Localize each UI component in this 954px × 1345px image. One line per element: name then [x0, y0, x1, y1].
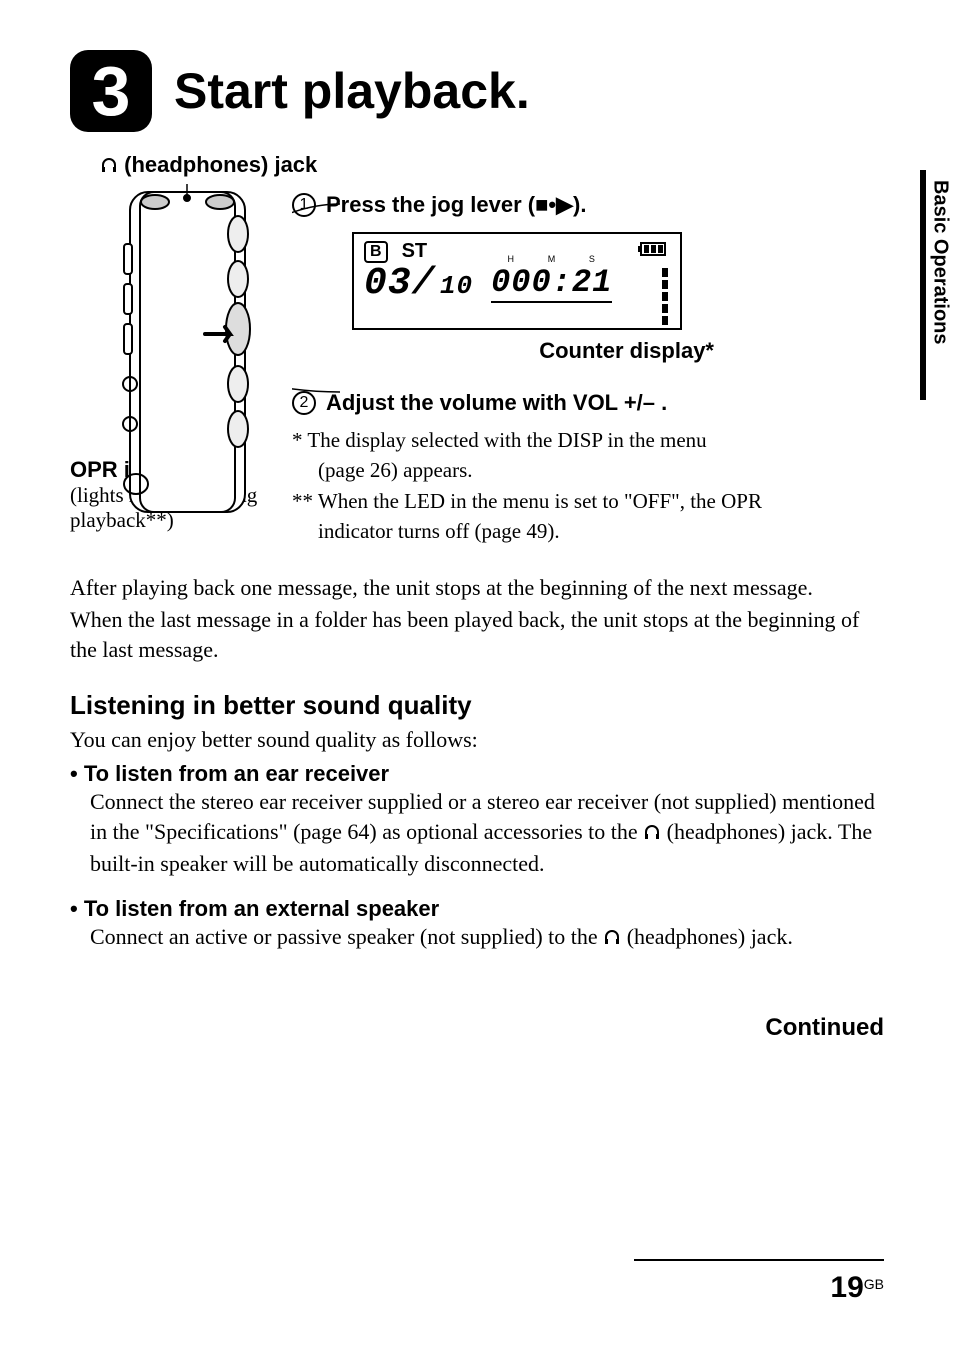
bullet-2-body: Connect an active or passive speaker (no… [90, 922, 884, 954]
body-p2: When the last message in a folder has be… [70, 605, 884, 664]
step-header: 3 Start playback. [70, 50, 884, 132]
step-number: 3 [92, 56, 131, 126]
headphones-icon [603, 924, 621, 954]
instruction-1: 1 Press the jog lever (■•▶). [292, 192, 884, 218]
lcd-time: 000:21 [491, 264, 612, 301]
lcd-msg-num: 03 [364, 262, 412, 305]
counter-display-label: Counter display* [292, 338, 714, 364]
side-tab: Basic Operations [920, 170, 954, 400]
headphones-jack-label: (headphones) jack [100, 152, 884, 180]
section-heading: Listening in better sound quality [70, 690, 884, 721]
body-text: After playing back one message, the unit… [70, 573, 884, 664]
continued-label: Continued [70, 1014, 884, 1042]
page-number: 19 [830, 1271, 863, 1304]
instruction-2: 2 Adjust the volume with VOL +/– . [292, 390, 884, 416]
step-number-badge: 3 [70, 50, 152, 132]
headphones-icon [643, 819, 661, 849]
lcd-h-label: H [507, 255, 515, 264]
lcd-mode: ST [402, 240, 428, 263]
page-footer: 19GB [634, 1259, 884, 1305]
body-p1: After playing back one message, the unit… [70, 573, 884, 603]
info-column: 1 Press the jog lever (■•▶). B ST 03/ 10… [292, 184, 884, 547]
instruction-2-text: Adjust the volume with VOL +/– . [326, 390, 667, 416]
lcd-display: B ST 03/ 10 H M S 000:21 [352, 232, 682, 330]
page-region: GB [864, 1276, 884, 1292]
footnote-1b: (page 26) appears. [292, 456, 884, 484]
lcd-time-box: H M S 000:21 [491, 267, 612, 303]
bullet-1-body: Connect the stereo ear receiver supplied… [90, 787, 884, 878]
lcd-folder: B [364, 241, 388, 263]
circled-1: 1 [292, 193, 316, 217]
side-tab-label: Basic Operations [929, 180, 952, 345]
step-title: Start playback. [174, 62, 530, 120]
section-subtext: You can enjoy better sound quality as fo… [70, 725, 884, 755]
bullet-2-head: • To listen from an external speaker [70, 896, 884, 922]
headphones-jack-text: (headphones) jack [124, 152, 317, 177]
footnotes: * The display selected with the DISP in … [292, 426, 884, 545]
circled-2: 2 [292, 391, 316, 415]
bullet-2-body-a: Connect an active or passive speaker (no… [90, 924, 603, 949]
footnote-1a: * The display selected with the DISP in … [292, 426, 884, 454]
level-bars-icon [662, 268, 668, 325]
bullet-1-head: • To listen from an ear receiver [70, 761, 884, 787]
lcd-s-label: S [589, 255, 596, 264]
battery-icon [638, 242, 668, 261]
headphones-icon [100, 154, 118, 180]
lcd-msg-total: 10 [440, 271, 473, 301]
diagram-row: 1 Press the jog lever (■•▶). B ST 03/ 10… [70, 184, 884, 547]
bullet-2-body-b: (headphones) jack. [627, 924, 793, 949]
footnote-2a: ** When the LED in the menu is set to "O… [292, 487, 884, 515]
instruction-1-text: Press the jog lever (■•▶). [326, 192, 586, 218]
footnote-2b: indicator turns off (page 49). [292, 517, 884, 545]
device-illustration [70, 184, 280, 547]
lcd-m-label: M [548, 255, 557, 264]
